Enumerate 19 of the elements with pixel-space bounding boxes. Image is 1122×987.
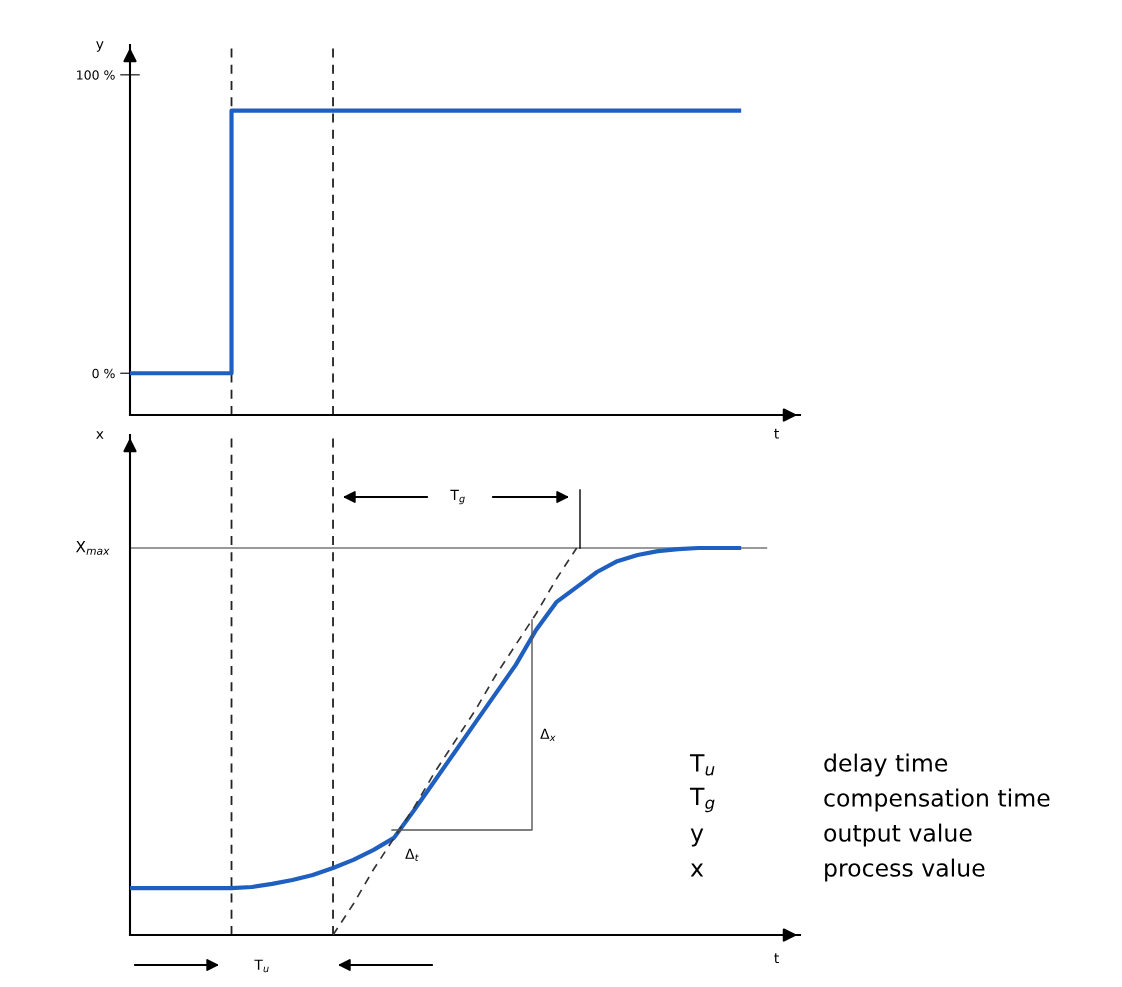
annotation: y bbox=[690, 828, 704, 847]
y-axis-title: x bbox=[96, 431, 104, 439]
y-tick-label: 0 % bbox=[92, 368, 115, 379]
text: T$_{g}$ bbox=[450, 489, 465, 505]
text: compensation time bbox=[824, 788, 1050, 812]
ref-line-label: X$_{max}$ bbox=[75, 541, 110, 555]
annotation: T$_{u}$ bbox=[689, 754, 715, 776]
annotation: Δ$_{t}$ bbox=[405, 848, 419, 862]
text: output value bbox=[824, 823, 972, 847]
annotation: Δ$_{x}$ bbox=[540, 728, 556, 742]
text: delay time bbox=[824, 753, 948, 777]
annotation: x bbox=[690, 863, 704, 877]
annotation: T$_{g}$ bbox=[689, 787, 715, 813]
x-axis-title: t bbox=[774, 428, 779, 439]
y-axis-title: y bbox=[96, 41, 104, 52]
x-axis-title: t bbox=[774, 953, 779, 964]
text: process value bbox=[825, 858, 985, 882]
text: T$_{u}$ bbox=[254, 959, 269, 973]
y-tick-label: 100 % bbox=[77, 70, 115, 80]
